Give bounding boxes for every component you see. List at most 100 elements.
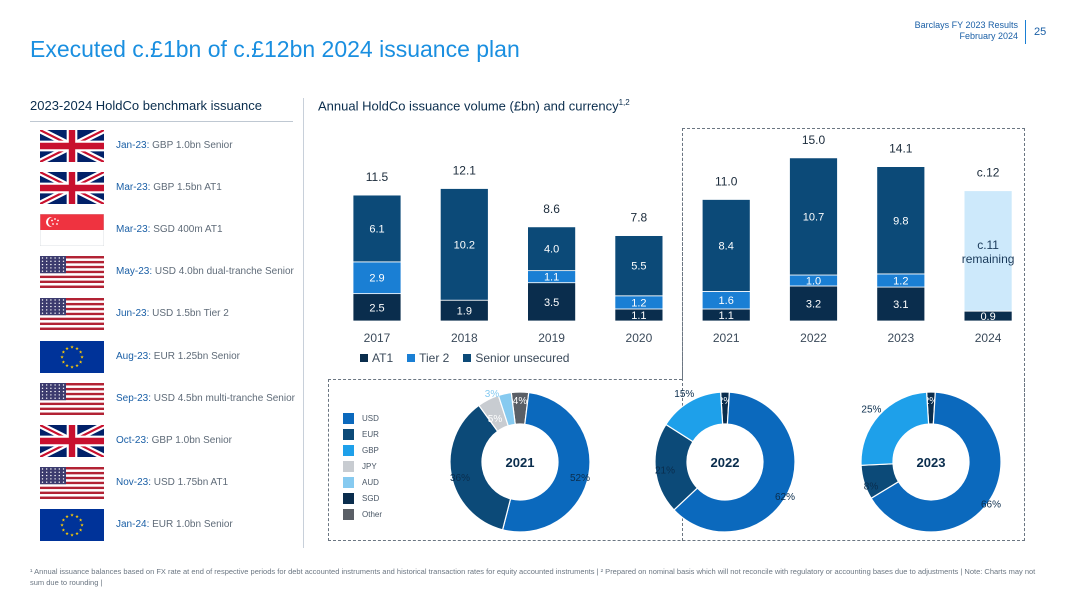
donut-slice-label: 15%	[674, 389, 694, 400]
svg-text:★: ★	[75, 345, 79, 351]
bar-segment-at1	[352, 293, 402, 322]
issuance-text: Oct-23: GBP 1.0bn Senior	[116, 435, 232, 447]
issuance-detail: USD 1.5bn Tier 2	[149, 308, 229, 320]
flag-eu-icon: ★ ★ ★ ★ ★ ★ ★ ★ ★ ★ ★ ★	[40, 340, 104, 373]
svg-text:★: ★	[65, 531, 69, 537]
donut-slice-eur	[449, 404, 512, 531]
issuance-text: Jan-23: GBP 1.0bn Senior	[116, 140, 233, 152]
donut-slice-label: 36%	[450, 473, 470, 484]
issuance-item: Nov-23: USD 1.75bn AT1	[40, 466, 295, 500]
bar-value-label: 0.9	[980, 311, 995, 323]
issuance-item: Jan-23: GBP 1.0bn Senior	[40, 129, 295, 163]
svg-text:★: ★	[65, 363, 69, 369]
svg-text:★: ★	[80, 354, 84, 360]
currency-label: SGD	[362, 493, 380, 503]
bar-segment-senior-unsecured	[439, 188, 489, 301]
donut-slice-label: 2%	[924, 396, 939, 407]
issuance-date: Jan-23:	[116, 140, 150, 151]
donut-slice-label: 2%	[718, 396, 733, 407]
currency-label: USD	[362, 413, 379, 423]
svg-text:★: ★	[70, 364, 74, 370]
page-title: Executed c.£1bn of c.£12bn 2024 issuance…	[30, 36, 520, 62]
issuance-detail: GBP 1.0bn Senior	[149, 140, 233, 151]
issuance-text: Jan-24: EUR 1.0bn Senior	[116, 519, 233, 531]
svg-text:★: ★	[61, 359, 65, 365]
issuance-bar-chart-recent: 1.1 1.6 8.4 11.0 2021 3.2 1.0 10.7 15.0 2022 3.1 1.…	[701, 133, 1014, 345]
issuance-text: Aug-23: EUR 1.25bn Senior	[116, 351, 240, 363]
issuance-date: Nov-23:	[116, 476, 152, 488]
issuance-bar-chart: 2.5 2.9 6.1 11.5 2017 1.9 10.2 12.1 2018 3.5 1.1 4.…	[352, 164, 664, 345]
donut-slice-label: 8%	[864, 481, 879, 492]
bar-total-label: 15.0	[802, 133, 826, 147]
issuance-detail: USD 4.0bn dual-tranche Senior	[152, 266, 294, 278]
bar-value-label: 3.1	[893, 299, 908, 311]
donut-year-label: 2021	[506, 455, 535, 470]
issuance-text: Mar-23: GBP 1.5bn AT1	[116, 182, 222, 194]
issuance-item: ★ ★ ★ ★ ★ ★ ★ ★ ★ ★ ★ ★ Jan-24: EUR 1.0bn Senior	[40, 508, 295, 542]
currency-legend-item: GBP	[343, 442, 382, 458]
bar-value-label: 1.0	[806, 275, 821, 287]
svg-text:★: ★	[75, 531, 79, 537]
svg-text:★: ★	[61, 349, 65, 355]
flag-us-icon	[40, 256, 104, 289]
bar-value-label: 2.9	[369, 273, 384, 285]
flag-eu-icon: ★ ★ ★ ★ ★ ★ ★ ★ ★ ★ ★ ★	[40, 508, 104, 541]
issuance-text: Sep-23: USD 4.5bn multi-tranche Senior	[116, 393, 295, 405]
issuance-text: Mar-23: SGD 400m AT1	[116, 224, 223, 236]
issuance-text: Jun-23: USD 1.5bn Tier 2	[116, 308, 229, 320]
bar-total-label: c.12	[977, 166, 1000, 180]
flag-uk-icon	[40, 172, 104, 205]
currency-swatch	[343, 476, 354, 488]
svg-text:★: ★	[60, 522, 64, 528]
bar-segment-senior-unsecured	[352, 194, 402, 263]
issuance-detail: USD 1.75bn AT1	[151, 476, 229, 488]
bar-value-label: 1.2	[893, 275, 908, 287]
donut-slice-label: 66%	[981, 499, 1001, 510]
bar-value-label: 2.5	[369, 302, 384, 314]
bar-value-label: 3.5	[544, 297, 559, 309]
chart-heading: Annual HoldCo issuance volume (£bn) and …	[318, 98, 630, 113]
issuance-detail: GBP 1.5bn AT1	[150, 182, 222, 194]
bar-value-label: 9.8	[893, 215, 908, 227]
currency-swatch	[343, 460, 354, 472]
svg-text:★: ★	[70, 512, 74, 518]
legend-swatch	[360, 354, 368, 362]
bar-total-label: 11.0	[715, 174, 738, 188]
currency-label: EUR	[362, 429, 379, 439]
currency-swatch	[343, 444, 354, 456]
bar-legend: AT1 Tier 2 Senior unsecured	[360, 351, 569, 365]
issuance-item: ★ ★ ★ ★ ★ ★ ★ ★ ★ ★ ★ ★ Aug-23: EUR 1.25bn Senior	[40, 340, 295, 374]
issuance-item: Oct-23: GBP 1.0bn Senior	[40, 424, 295, 458]
donut-chart-2021: 4% 52% 36% 5% 3% 2021	[449, 389, 591, 533]
bar-segment-at1	[789, 285, 838, 322]
divider	[30, 121, 293, 122]
currency-label: JPY	[362, 461, 377, 471]
svg-text:★: ★	[70, 344, 74, 350]
issuance-list-heading: 2023-2024 HoldCo benchmark issuance	[30, 98, 262, 113]
donut-slice-usd	[870, 391, 1002, 533]
issuance-item: Jun-23: USD 1.5bn Tier 2	[40, 297, 295, 331]
svg-text:★: ★	[61, 517, 65, 523]
donut-slice-label: 4%	[513, 396, 528, 407]
donut-chart-2022: 2% 62% 21% 15% 2022	[654, 389, 796, 533]
report-date: February 2024	[959, 31, 1018, 41]
issuance-date: Mar-23:	[116, 224, 151, 236]
chart-heading-text: Annual HoldCo issuance volume (£bn) and …	[318, 98, 619, 114]
x-tick-label: 2019	[538, 331, 565, 345]
svg-text:★: ★	[80, 522, 84, 528]
chart-heading-footnote-ref: 1,2	[618, 98, 630, 107]
donut-slice-gbp	[860, 391, 930, 466]
flag-us-icon	[40, 382, 104, 415]
issuance-detail: GBP 1.0bn Senior	[148, 434, 232, 446]
issuance-item: Sep-23: USD 4.5bn multi-tranche Senior	[40, 382, 295, 416]
currency-legend-item: JPY	[343, 458, 382, 474]
legend-swatch	[463, 354, 472, 362]
bar-segment-senior-unsecured	[527, 226, 577, 272]
bar-total-label: 12.1	[453, 164, 477, 178]
issuance-text: Nov-23: USD 1.75bn AT1	[116, 477, 228, 489]
issuance-detail: EUR 1.25bn Senior	[151, 350, 240, 362]
page-number: 25	[1034, 26, 1047, 38]
donut-slice-label: 52%	[570, 473, 590, 484]
svg-text:★: ★	[60, 354, 64, 360]
currency-label: AUD	[362, 477, 379, 487]
